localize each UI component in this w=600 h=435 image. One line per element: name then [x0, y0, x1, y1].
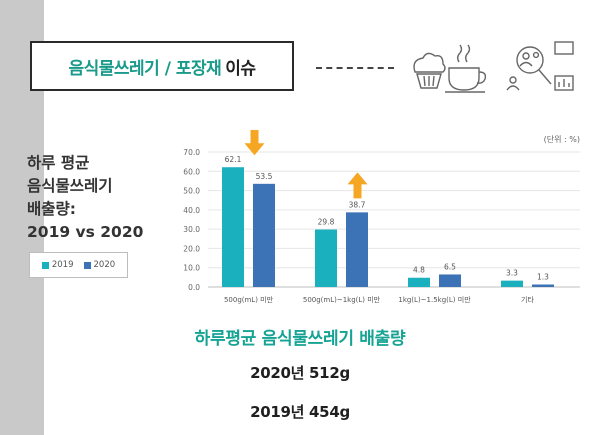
legend-item-2019: 2019 [41, 260, 74, 270]
page-title-suffix: 이슈 [225, 58, 256, 79]
unit-note: (단위 : %) [544, 134, 580, 144]
food-icon [413, 44, 487, 93]
page-title: 음식물쓰레기 / 포장재 이슈 [30, 41, 294, 91]
x-tick-label: 500g(mL)~1kg(L) 미만 [303, 295, 381, 304]
y-tick-label: 50.0 [183, 187, 200, 196]
y-tick-label: 10.0 [183, 264, 200, 273]
bar-value-label: 53.5 [256, 172, 273, 181]
trend-arrow-up [347, 172, 368, 199]
analytics-icon [506, 41, 574, 91]
chart-legend: 2019 2020 [29, 252, 128, 278]
y-tick-label: 0.0 [188, 283, 200, 292]
side-title: 하루 평균 음식물쓰레기 배출량: 2019 vs 2020 [27, 152, 162, 244]
title-divider [316, 67, 394, 69]
bar-value-label: 62.1 [225, 155, 242, 164]
bar-value-label: 29.8 [318, 218, 335, 227]
bar-2020 [532, 284, 554, 287]
y-tick-label: 70.0 [183, 148, 200, 157]
side-title-line: 음식물쓰레기 [27, 177, 113, 195]
x-tick-label: 기타 [521, 295, 534, 304]
bar-value-label: 38.7 [349, 200, 366, 209]
total-2020: 2020년 512g [250, 364, 350, 382]
header-icons [405, 36, 580, 98]
x-tick-label: 500g(mL) 미만 [224, 295, 274, 304]
bar-2019 [408, 277, 430, 287]
side-title-line: 하루 평균 [27, 154, 90, 172]
bar-value-label: 4.8 [413, 266, 425, 275]
side-title-line: 2019 vs 2020 [27, 223, 144, 241]
bar-2020 [253, 183, 275, 287]
side-title-line: 배출량: [27, 200, 76, 218]
legend-item-2020: 2020 [83, 260, 116, 270]
bar-value-label: 1.3 [537, 272, 549, 281]
bar-2019 [501, 280, 523, 287]
legend-label-2019: 2019 [51, 260, 74, 270]
legend-swatch-2019 [41, 261, 49, 269]
bar-2019 [315, 229, 337, 287]
bar-value-label: 3.3 [506, 269, 518, 278]
bottom-title: 하루평균 음식물쓰레기 배출량 [194, 329, 406, 349]
bar-2019 [222, 167, 244, 287]
bar-value-label: 6.5 [444, 262, 456, 271]
bar-chart: (단위 : %) 0.0 10.0 20.0 30.0 40.0 50.0 60.0 70.0 6… [183, 130, 580, 304]
bar-2020 [439, 274, 461, 287]
page-title-main: 음식물쓰레기 / 포장재 [68, 58, 222, 79]
trend-arrow-down [244, 130, 265, 156]
y-tick-label: 60.0 [183, 167, 200, 176]
x-tick-label: 1kg(L)~1.5kg(L) 미만 [398, 295, 471, 304]
y-tick-label: 40.0 [183, 206, 200, 215]
total-2019: 2019년 454g [250, 403, 350, 421]
bar-2020 [346, 212, 368, 287]
legend-label-2020: 2020 [93, 260, 116, 270]
y-tick-label: 30.0 [183, 225, 200, 234]
y-tick-label: 20.0 [183, 244, 200, 253]
legend-swatch-2020 [83, 261, 91, 269]
